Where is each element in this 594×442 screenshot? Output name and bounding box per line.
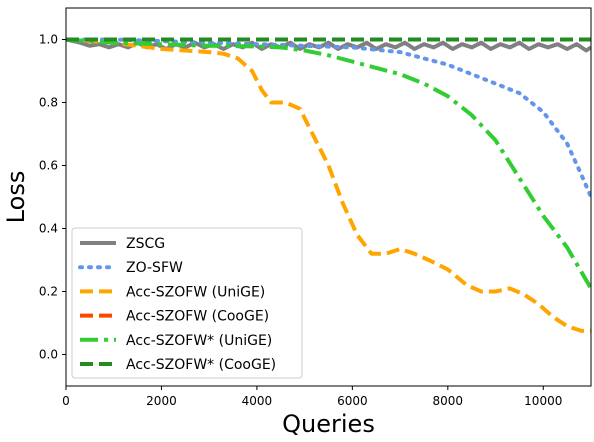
y-tick-label: 0.2: [39, 285, 58, 299]
legend-label: Acc-SZOFW* (UniGE): [126, 333, 272, 349]
x-tick-label: 10000: [524, 394, 562, 408]
x-tick-label: 0: [62, 394, 70, 408]
x-tick-label: 2000: [146, 394, 177, 408]
x-tick-label: 4000: [242, 394, 273, 408]
plot-frame: [65, 7, 592, 387]
legend-box: [71, 227, 303, 379]
x-axis-title: Queries: [282, 410, 375, 438]
series-line-acc-szofw-unige: [66, 37, 591, 333]
y-tick-label: 0.8: [39, 96, 58, 110]
series-line-acc-szofw-unige: [66, 37, 591, 290]
y-tick-label: 1.0: [39, 33, 58, 47]
y-tick-label: 0.4: [39, 222, 58, 236]
ticks-layer: 0 2000 4000 6000 8000 10000 0.0 0.2 0.4 0.6 0.8 1.0: [39, 33, 562, 409]
legend-label: ZO-SFW: [126, 260, 183, 276]
legend-label: Acc-SZOFW* (CooGE): [126, 357, 276, 373]
legend-label: ZSCG: [126, 236, 165, 252]
legend-label: Acc-SZOFW (UniGE): [126, 284, 265, 300]
legend: ZSCG ZO-SFW Acc-SZOFW (UniGE) Acc-SZOFW (Co…: [71, 227, 303, 379]
x-tick-label: 6000: [337, 394, 368, 408]
series-line-zo-sfw: [66, 37, 591, 199]
series-layer: [66, 37, 591, 333]
y-tick-label: 0.6: [39, 159, 58, 173]
legend-label: Acc-SZOFW (CooGE): [126, 309, 269, 325]
y-tick-label: 0.0: [39, 348, 58, 362]
y-axis-title: Loss: [2, 171, 30, 224]
x-tick-label: 8000: [433, 394, 464, 408]
